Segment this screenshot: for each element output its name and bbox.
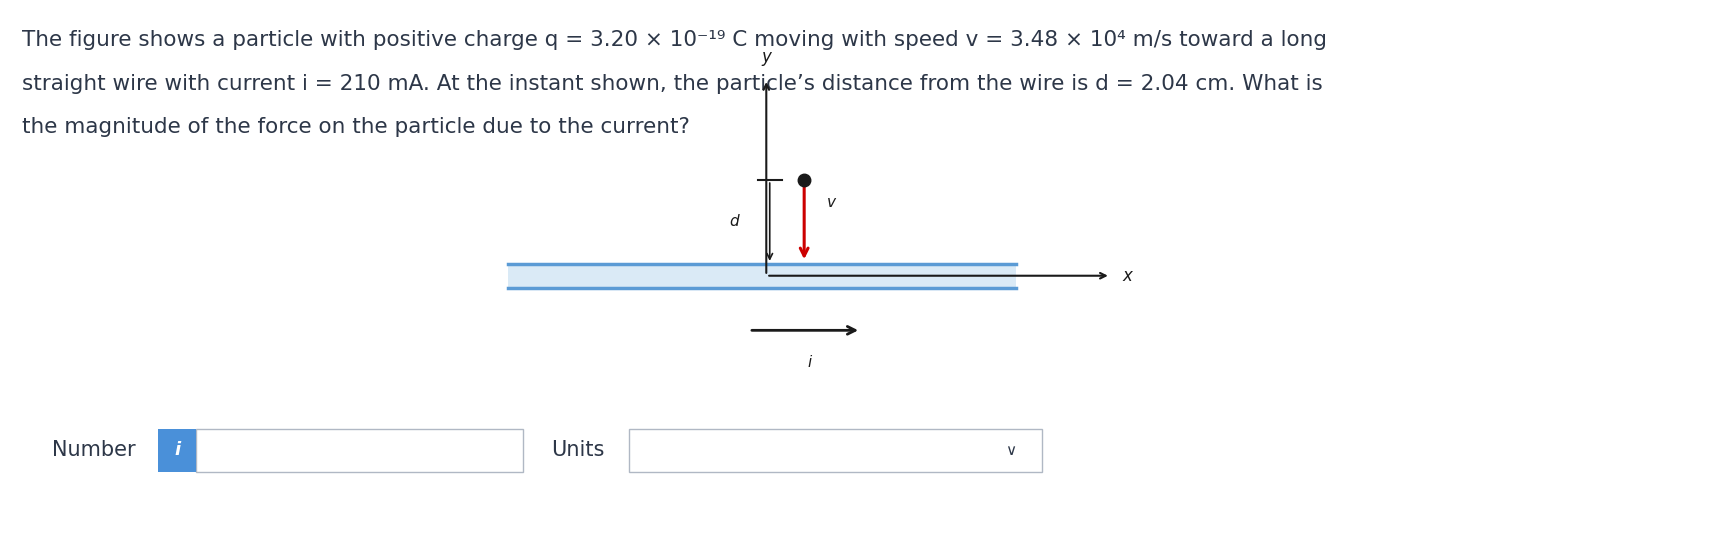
Text: straight wire with current i = 210 mA. At the instant shown, the particle’s dist: straight wire with current i = 210 mA. A… <box>22 74 1322 94</box>
Text: Number: Number <box>52 441 136 460</box>
Bar <box>196 429 523 472</box>
Bar <box>158 429 196 472</box>
Text: Units: Units <box>551 441 604 460</box>
Text: ∨: ∨ <box>1006 443 1016 458</box>
Text: y: y <box>761 48 771 66</box>
Text: the magnitude of the force on the particle due to the current?: the magnitude of the force on the partic… <box>22 117 691 138</box>
Text: d: d <box>728 215 739 229</box>
Text: v: v <box>827 194 835 210</box>
Bar <box>508 264 1016 288</box>
Text: i: i <box>174 442 181 459</box>
Text: x: x <box>1123 267 1133 284</box>
Text: i: i <box>808 355 811 370</box>
Text: The figure shows a particle with positive charge q = 3.20 × 10⁻¹⁹ C moving with : The figure shows a particle with positiv… <box>22 30 1328 50</box>
Bar <box>629 429 1042 472</box>
